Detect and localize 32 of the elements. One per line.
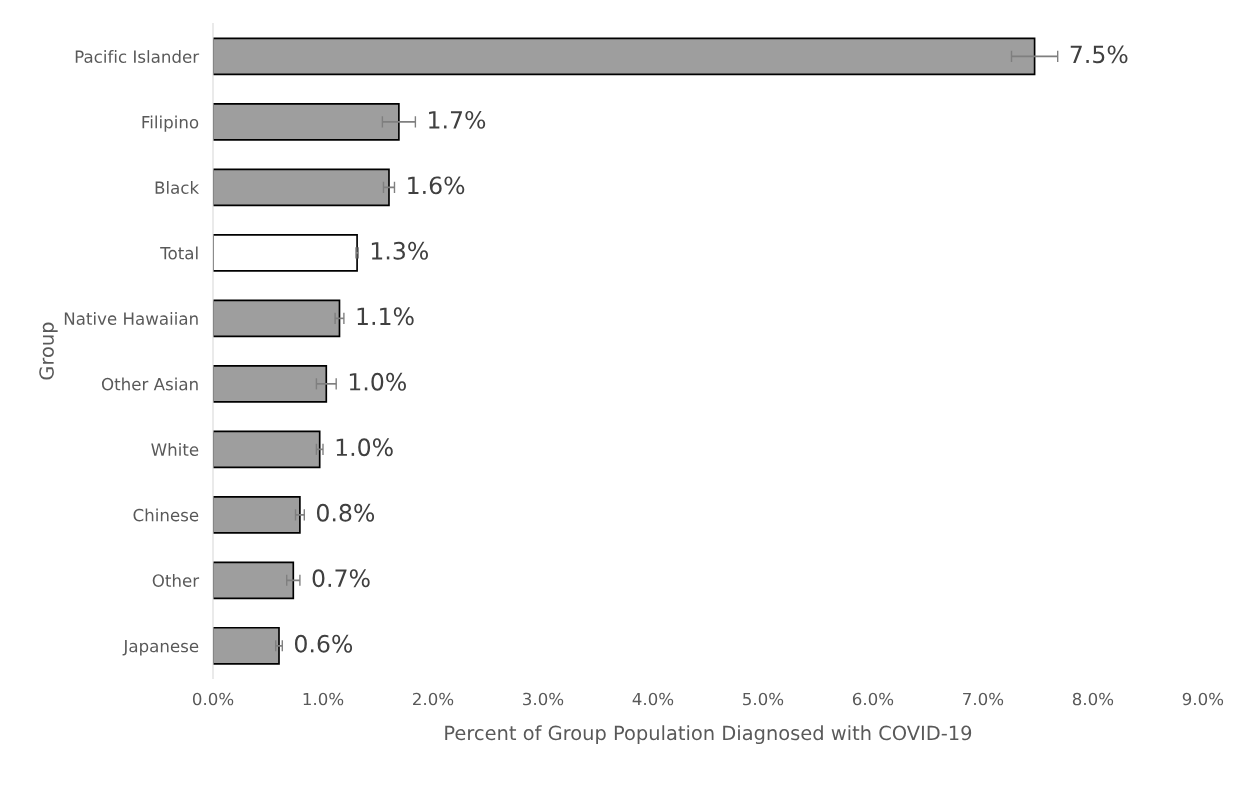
x-tick-label: 3.0% — [523, 692, 564, 706]
data-label: 0.6% — [294, 634, 353, 653]
data-label: 1.7% — [429, 110, 486, 129]
y-tick-label: Native Hawaiian — [64, 312, 198, 325]
data-label: 1.0% — [349, 372, 406, 391]
y-tick-label: Japanese — [122, 639, 199, 656]
x-tick-label: 1.0% — [303, 692, 344, 706]
y-tick-label: Other Asian — [101, 377, 198, 391]
data-label: 1.6% — [408, 176, 465, 195]
data-label: 1.0% — [336, 438, 393, 457]
data-label: 0.8% — [316, 503, 375, 522]
x-tick-label: 6.0% — [852, 692, 894, 706]
y-tick-label: Other — [152, 573, 200, 587]
y-axis-title: Group — [39, 322, 58, 380]
x-tick-label: 8.0% — [1072, 692, 1114, 706]
x-axis-title: Percent of Group Population Diagnosed with COVID-19 — [445, 725, 972, 745]
x-tick-label: 4.0% — [632, 692, 674, 706]
data-label: 7.5% — [1070, 45, 1128, 64]
data-label: 1.3% — [371, 241, 428, 260]
y-tick-label: Chinese — [133, 508, 199, 522]
y-tick-label: Filipino — [142, 115, 199, 132]
x-tick-label: 7.0% — [963, 692, 1004, 706]
y-tick-label: Black — [155, 181, 200, 194]
y-tick-label: Pacific Islander — [75, 50, 200, 63]
x-tick-label: 9.0% — [1182, 692, 1224, 706]
x-tick-label: 0.0% — [192, 692, 234, 706]
y-tick-label: Total — [160, 246, 198, 260]
y-tick-label: White — [151, 443, 199, 456]
x-tick-label: 5.0% — [743, 692, 784, 706]
data-label: 0.7% — [312, 569, 370, 588]
x-tick-label: 2.0% — [413, 692, 454, 706]
data-label: 1.1% — [357, 307, 414, 326]
